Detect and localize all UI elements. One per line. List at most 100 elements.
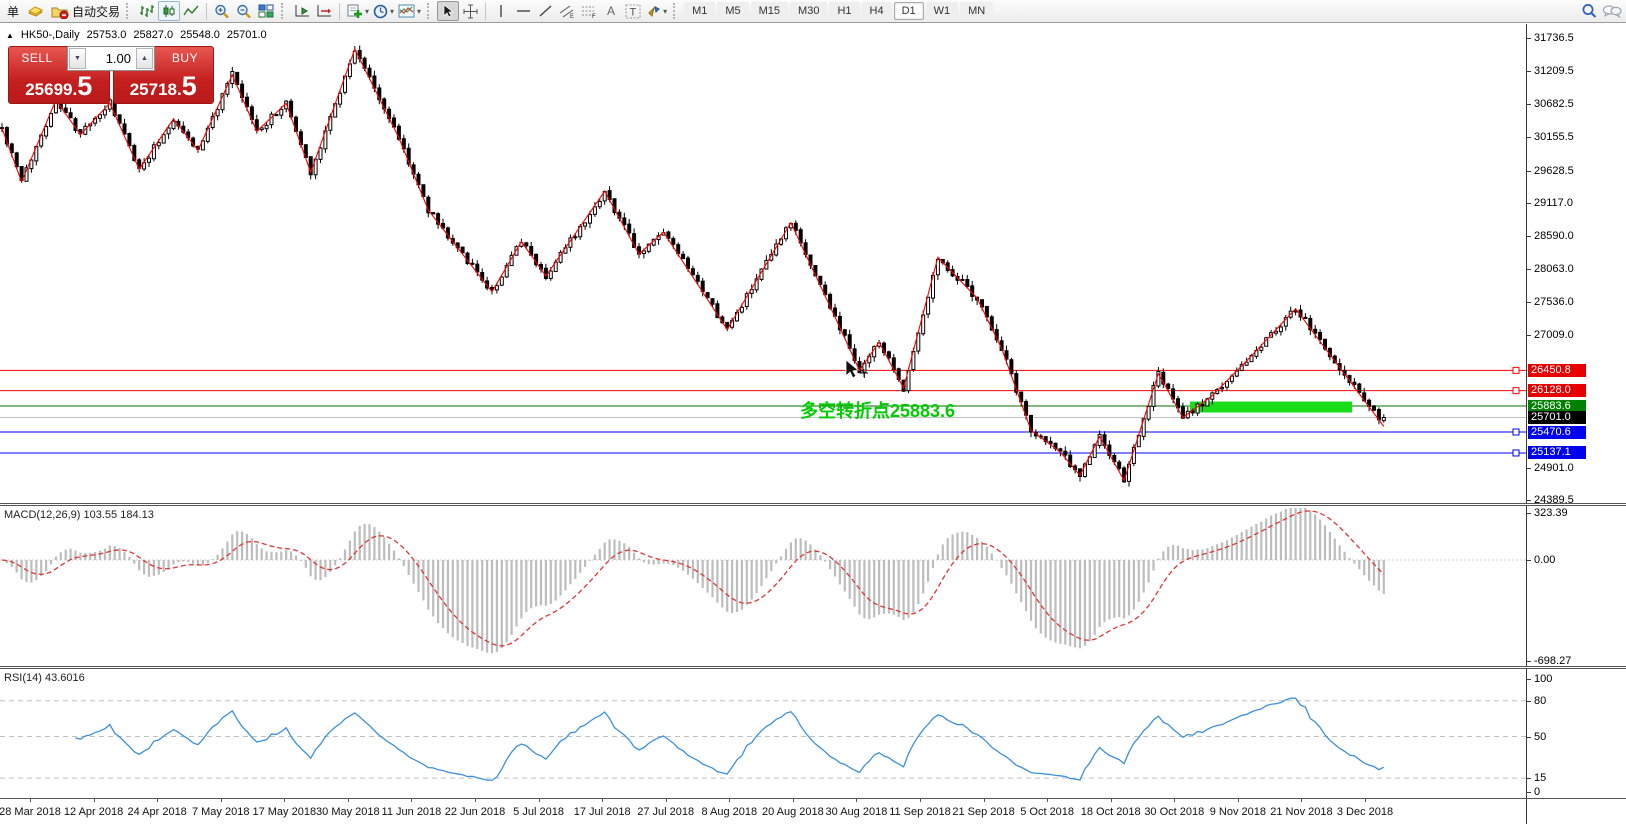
- volume-value[interactable]: 1.00: [105, 51, 131, 66]
- timeframe-button-M1[interactable]: M1: [684, 2, 716, 20]
- new-chart-button[interactable]: ▾: [344, 1, 371, 21]
- price-axis-label: 30155.5: [1534, 131, 1574, 144]
- trendline-tool-button[interactable]: [534, 1, 556, 21]
- candle-body: [235, 71, 240, 86]
- candle-body: [161, 134, 166, 144]
- candle-body: [622, 217, 627, 226]
- arrows-tool-button[interactable]: ▾: [644, 1, 669, 21]
- chart-shift-button[interactable]: [313, 1, 335, 21]
- zoom-in-button[interactable]: [211, 1, 233, 21]
- candlestick-chart[interactable]: 多空转折点25883.6: [0, 24, 1526, 503]
- date-tick: [856, 799, 858, 802]
- candle-body: [151, 144, 156, 160]
- timeframe-button-MN[interactable]: MN: [960, 2, 994, 20]
- candle-body: [1151, 385, 1156, 407]
- line-handle[interactable]: [1512, 449, 1520, 457]
- expert-advisors-button[interactable]: [24, 1, 46, 21]
- vertical-line-icon: [495, 4, 507, 18]
- date-axis-label: 30 Oct 2018: [1144, 806, 1205, 818]
- symbol-period-label: HK50-,Daily: [20, 29, 80, 41]
- candle-body: [1195, 403, 1200, 414]
- collapse-marker-icon[interactable]: ▲: [6, 30, 14, 40]
- candle-body: [1303, 316, 1308, 320]
- macd-chart[interactable]: [0, 506, 1526, 666]
- toolbar-drag-handle[interactable]: [281, 3, 287, 19]
- date-axis-label: 21 Nov 2018: [1270, 806, 1333, 818]
- timeframe-button-H1[interactable]: H1: [829, 2, 860, 20]
- candle-body: [274, 114, 279, 117]
- toolbar-drag-handle[interactable]: [126, 3, 132, 19]
- annotation-text[interactable]: 多空转折点25883.6: [800, 400, 955, 421]
- buy-label: BUY: [171, 51, 199, 65]
- candle-body: [460, 246, 465, 254]
- candle-body: [524, 242, 529, 247]
- search-button[interactable]: [1578, 1, 1600, 21]
- fibonacci-tool-button[interactable]: F: [578, 1, 600, 21]
- text-label-tool-button[interactable]: T: [622, 1, 644, 21]
- new-order-button[interactable]: 单: [2, 1, 24, 21]
- indicators-button[interactable]: ▾: [396, 1, 423, 21]
- zigzag-line[interactable]: [1, 47, 1385, 482]
- vertical-line-tool-button[interactable]: [490, 1, 512, 21]
- candle-body: [49, 112, 53, 127]
- auto-scroll-button[interactable]: [291, 1, 313, 21]
- date-axis[interactable]: 28 Mar 2018 12 Apr 2018 24 Apr 2018 7 May 2…: [0, 798, 1626, 824]
- rsi-axis-label: 0: [1534, 786, 1541, 798]
- chat-button[interactable]: [1600, 1, 1624, 21]
- volume-increase-button[interactable]: ▲: [136, 48, 153, 69]
- fibonacci-icon: F: [581, 4, 598, 19]
- candlestick-chart-button[interactable]: [158, 1, 181, 21]
- timeframe-button-M30[interactable]: M30: [790, 2, 828, 20]
- level-price-tag: 25883.6: [1528, 399, 1586, 413]
- zoom-in-icon: [214, 4, 230, 19]
- candle-body: [318, 147, 323, 160]
- support-highlight-bar[interactable]: [1190, 401, 1352, 413]
- price-axis-label: 28590.0: [1534, 229, 1574, 242]
- timeframe-clock-button[interactable]: ▾: [371, 1, 396, 21]
- horizontal-line-tool-button[interactable]: [512, 1, 534, 21]
- macd-signal-line: [1, 510, 1385, 647]
- volume-decrease-button[interactable]: ▼: [69, 48, 86, 69]
- tile-windows-button[interactable]: [255, 1, 277, 21]
- price-axis-label: 31209.5: [1534, 65, 1574, 78]
- line-handle[interactable]: [1512, 387, 1520, 395]
- chart-shift-icon: [316, 4, 332, 18]
- cursor-tool-button[interactable]: [437, 1, 460, 21]
- svg-text:E: E: [570, 14, 574, 19]
- price-axis-label: 28063.0: [1534, 262, 1574, 275]
- chart-title: ▲ HK50-,Daily 25753.0 25827.0 25548.0 25…: [6, 29, 267, 41]
- candle-body: [421, 184, 426, 198]
- autotrading-button[interactable]: 自动交易: [46, 1, 122, 21]
- level-price-tag: 25470.6: [1528, 425, 1586, 439]
- current-price-tag: 25701.0: [1528, 411, 1586, 425]
- equidistant-channel-tool-button[interactable]: E: [556, 1, 578, 21]
- line-handle[interactable]: [1512, 428, 1520, 436]
- candle-body: [965, 278, 970, 287]
- level-price-tag: 25137.1: [1528, 446, 1586, 460]
- line-handle[interactable]: [1512, 366, 1520, 374]
- price-axis[interactable]: 31736.5 31209.5 30682.5 30155.5 29628.5 29117…: [1526, 24, 1626, 506]
- crosshair-tool-button[interactable]: [459, 1, 481, 21]
- timeframe-button-W1[interactable]: W1: [925, 2, 959, 20]
- bar-chart-button[interactable]: [136, 1, 158, 21]
- timeframe-button-D1[interactable]: D1: [893, 2, 924, 20]
- macd-tick: [1527, 560, 1531, 561]
- toolbar-drag-handle[interactable]: [673, 3, 679, 19]
- rsi-chart[interactable]: [0, 669, 1526, 798]
- expert-advisors-icon: [27, 4, 44, 19]
- channel-icon: E: [559, 4, 576, 19]
- candle-body: [1225, 381, 1229, 388]
- candle-body: [1372, 405, 1376, 411]
- candle-body: [725, 321, 730, 329]
- price-tick: [1527, 170, 1531, 172]
- timeframe-button-M15[interactable]: M15: [750, 2, 789, 20]
- toolbar-drag-handle[interactable]: [427, 3, 433, 19]
- candle-body: [1283, 317, 1288, 327]
- candle-body: [308, 156, 313, 176]
- timeframe-button-M5[interactable]: M5: [717, 2, 749, 20]
- date-tick: [983, 799, 985, 802]
- timeframe-button-H4[interactable]: H4: [861, 2, 892, 20]
- zoom-out-button[interactable]: [233, 1, 255, 21]
- text-tool-button[interactable]: A: [600, 1, 622, 21]
- line-chart-button[interactable]: [180, 1, 202, 21]
